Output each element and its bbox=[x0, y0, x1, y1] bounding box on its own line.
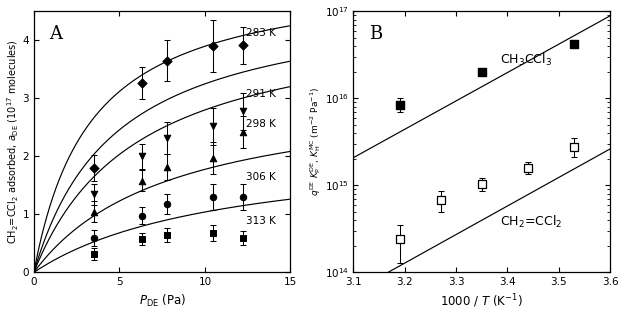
Point bbox=[208, 124, 218, 129]
Y-axis label: $q^{\mathrm{DE}}$ $K_{\mathrm{P}}^{\mathrm{DE}}$, $K_{\mathrm{H}}^{\mathrm{MC}}$: $q^{\mathrm{DE}}$ $K_{\mathrm{P}}^{\math… bbox=[308, 88, 323, 197]
Point bbox=[137, 236, 147, 241]
Point bbox=[395, 237, 405, 242]
Point bbox=[238, 109, 248, 114]
X-axis label: 1000 / $T$ (K$^{-1}$): 1000 / $T$ (K$^{-1}$) bbox=[441, 293, 523, 310]
Point bbox=[162, 135, 172, 140]
Point bbox=[477, 181, 487, 186]
Point bbox=[137, 178, 147, 183]
X-axis label: $P_{\mathrm{DE}}$ (Pa): $P_{\mathrm{DE}}$ (Pa) bbox=[139, 293, 186, 309]
Point bbox=[89, 251, 99, 256]
Point bbox=[395, 102, 405, 107]
Point bbox=[436, 198, 446, 203]
Point bbox=[137, 213, 147, 218]
Text: CH$_2$=CCl$_2$: CH$_2$=CCl$_2$ bbox=[500, 214, 562, 230]
Point bbox=[89, 166, 99, 171]
Text: B: B bbox=[369, 25, 382, 43]
Point bbox=[162, 58, 172, 63]
Point bbox=[238, 43, 248, 48]
Point bbox=[89, 191, 99, 197]
Point bbox=[477, 70, 487, 75]
Text: 298 K: 298 K bbox=[246, 119, 276, 129]
Text: 291 K: 291 K bbox=[246, 89, 276, 99]
Point bbox=[523, 165, 533, 170]
Text: A: A bbox=[49, 25, 62, 43]
Text: 313 K: 313 K bbox=[246, 216, 276, 226]
Point bbox=[137, 80, 147, 85]
Text: CH$_3$CCl$_3$: CH$_3$CCl$_3$ bbox=[500, 52, 552, 68]
Point bbox=[89, 209, 99, 214]
Point bbox=[569, 42, 579, 47]
Y-axis label: CH$_2$=CCl$_2$ adsorbed, $a_{\mathrm{DE}}$ (10$^{17}$ molecules): CH$_2$=CCl$_2$ adsorbed, $a_{\mathrm{DE}… bbox=[6, 40, 21, 244]
Point bbox=[162, 233, 172, 238]
Point bbox=[569, 144, 579, 149]
Point bbox=[208, 230, 218, 235]
Point bbox=[137, 154, 147, 159]
Text: 306 K: 306 K bbox=[246, 172, 276, 182]
Point bbox=[238, 195, 248, 200]
Point bbox=[208, 156, 218, 161]
Point bbox=[162, 202, 172, 207]
Point bbox=[238, 235, 248, 240]
Point bbox=[208, 44, 218, 49]
Point bbox=[208, 195, 218, 200]
Point bbox=[162, 164, 172, 169]
Point bbox=[89, 235, 99, 240]
Point bbox=[238, 130, 248, 135]
Text: 283 K: 283 K bbox=[246, 28, 276, 39]
